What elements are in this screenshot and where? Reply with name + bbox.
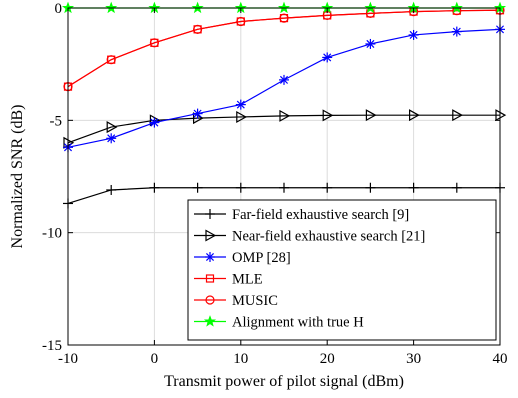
- legend-label: OMP [28]: [232, 250, 291, 266]
- series-marker: [452, 109, 464, 122]
- y-tick-label: -5: [50, 113, 63, 129]
- x-tick-label: -10: [58, 351, 78, 367]
- y-tick-label: -10: [42, 226, 62, 242]
- series-marker: [235, 99, 246, 110]
- x-tick-label: 40: [493, 351, 508, 367]
- legend: Far-field exhaustive search [9] Near-fiel…: [187, 199, 497, 341]
- series-line: [67, 114, 500, 144]
- y-axis-label: Normalized SNR (dB): [9, 105, 26, 249]
- legend-label: MUSIC: [232, 293, 278, 309]
- series-marker: [149, 117, 160, 128]
- series-marker: [409, 109, 420, 122]
- series-marker: [149, 38, 159, 48]
- series-marker: [408, 182, 419, 193]
- series-marker: [277, 1, 291, 14]
- series-marker: [205, 274, 215, 283]
- series-marker: [451, 26, 462, 37]
- legend-entry: Alignment with true H: [194, 315, 364, 331]
- series-marker: [106, 133, 117, 144]
- series-marker: [106, 55, 116, 65]
- series-marker: [236, 110, 248, 123]
- y-tick-label: -15: [42, 338, 62, 354]
- legend-label: Alignment with true H: [232, 315, 364, 331]
- series-marker: [235, 182, 246, 193]
- series-marker: [322, 52, 333, 63]
- series-marker: [365, 38, 376, 49]
- series-marker: [365, 182, 376, 193]
- series-marker: [192, 108, 203, 119]
- legend-entry: OMP [28]: [194, 250, 291, 266]
- legend-entry: Far-field exhaustive search [9]: [194, 207, 409, 223]
- series-marker: [106, 184, 117, 195]
- series-marker: [451, 182, 462, 193]
- series-marker: [408, 29, 419, 40]
- legend-entry: Near-field exhaustive search [21]: [194, 229, 425, 245]
- legend-box: [187, 199, 497, 341]
- x-tick-label: 10: [233, 351, 248, 367]
- series-marker: [450, 1, 463, 14]
- series-marker: [105, 1, 118, 14]
- legend-label: MLE: [232, 272, 263, 288]
- series-0: [63, 182, 505, 209]
- x-axis-label: Transmit power of pilot signal (dBm): [164, 373, 404, 390]
- x-tick-label: 0: [151, 351, 159, 367]
- legend-label: Near-field exhaustive search [21]: [232, 229, 425, 245]
- series-marker: [279, 182, 289, 193]
- series-1: [63, 109, 507, 149]
- series-marker: [193, 24, 203, 34]
- series-marker: [279, 13, 289, 23]
- series-marker: [205, 229, 217, 242]
- series-marker: [192, 182, 203, 193]
- series-marker: [322, 182, 333, 193]
- series-marker: [279, 109, 291, 122]
- series-marker: [364, 1, 377, 14]
- axis-ticks: -10 0 10 20 30 40-15-10-50: [42, 1, 508, 367]
- series-marker: [149, 182, 160, 193]
- y-tick-label: 0: [55, 1, 63, 17]
- series-marker: [279, 74, 289, 85]
- series-line: [67, 9, 501, 88]
- legend-entry: MUSIC: [194, 293, 278, 309]
- x-tick-label: 30: [406, 351, 421, 367]
- series-2: [63, 24, 505, 153]
- legend-entry: MLE: [194, 272, 263, 288]
- plot-area-frame: [67, 7, 501, 346]
- series-marker: [205, 209, 215, 219]
- series-marker: [191, 1, 204, 14]
- series-marker: [236, 16, 246, 27]
- legend-label: Far-field exhaustive search [9]: [232, 207, 409, 223]
- series-marker: [365, 109, 377, 122]
- series-line: [67, 28, 501, 148]
- series-marker: [322, 109, 334, 122]
- series-marker: [205, 295, 215, 305]
- series-marker: [106, 121, 118, 134]
- plot-series: [61, 1, 507, 209]
- series-marker: [205, 252, 215, 262]
- x-tick-label: 20: [320, 351, 335, 367]
- series-marker: [203, 315, 217, 327]
